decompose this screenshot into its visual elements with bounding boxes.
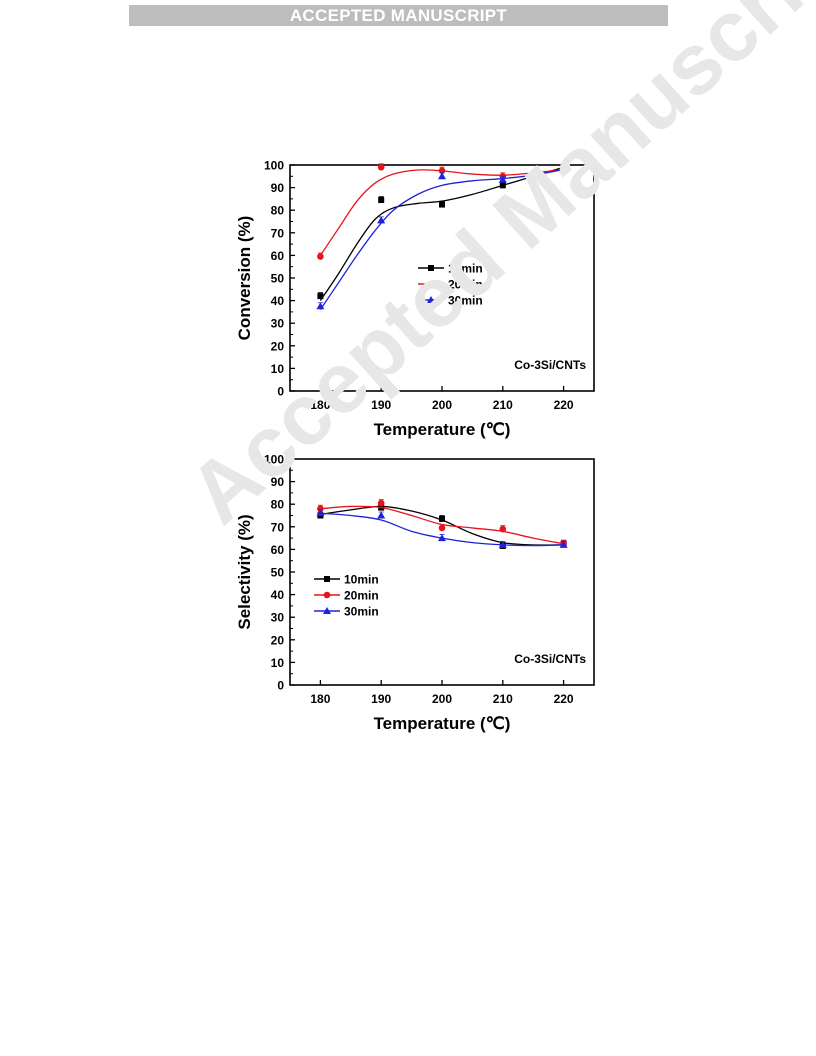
chart1-ytick-label: 30: [271, 317, 285, 331]
chart1-legend-marker: [427, 296, 435, 303]
chart2-xtick-label: 220: [554, 692, 574, 706]
chart1-series-10min-line: [319, 166, 564, 301]
chart2-series-10min-point: [439, 515, 445, 522]
chart1-ytick-label: 0: [277, 385, 284, 399]
chart1-series-20min-point: [438, 167, 446, 174]
chart1-series-20min-point: [377, 163, 385, 171]
chart2-series-30min-point: [498, 540, 507, 548]
chart2-xtick-label: 200: [432, 692, 452, 706]
chart2-series-20min-point: [499, 525, 507, 533]
chart1-series-20min-point: [317, 253, 324, 260]
chart2-ytick-label: 20: [271, 633, 285, 647]
chart1-ylabel: Conversion (%): [235, 216, 254, 341]
accepted-manuscript-banner: ACCEPTED MANUSCRIPT: [129, 5, 668, 26]
chart2-xtick-label: 180: [310, 692, 330, 706]
chart2-legend-label: 10min: [344, 573, 379, 587]
chart2-series-30min-point: [559, 540, 568, 548]
chart1-legend-marker: [427, 280, 435, 288]
chart1-ytick-label: 40: [271, 294, 285, 308]
chart1-ytick-label: 90: [271, 181, 285, 195]
chart2-ytick-label: 70: [271, 520, 285, 534]
chart2-legend-label: 30min: [344, 605, 379, 619]
chart1-xtick-label: 220: [554, 398, 574, 412]
chart2-ytick-label: 30: [271, 611, 285, 625]
selectivity-chart-svg: 0 10 20 30 40 50 60 70 80 90 100 180 190 200 210 220 Tem…: [235, 453, 595, 733]
chart1-legend-label: 30min: [448, 294, 483, 308]
chart1-legend-label: 10min: [448, 262, 483, 276]
chart2-legend-marker: [324, 576, 330, 582]
chart1-series-10min-point: [378, 197, 385, 204]
chart1-series-30min-point: [559, 165, 568, 173]
chart2-ytick-label: 90: [271, 475, 285, 489]
chart2-ytick-label: 60: [271, 543, 285, 557]
chart1-series-30min-line: [319, 168, 564, 311]
chart1-series-30min-point: [438, 172, 446, 180]
chart2-series-30min-point: [377, 511, 386, 519]
chart2-ytick-label: 80: [271, 498, 285, 512]
chart2-ytick-label: 40: [271, 588, 285, 602]
chart1-xtick-label: 190: [371, 398, 391, 412]
chart2-xtick-label: 190: [371, 692, 391, 706]
chart2-series-20min-point: [377, 499, 385, 507]
chart2-series-30min-point: [438, 534, 446, 542]
chart2-ytick-label: 100: [264, 453, 284, 467]
chart1-series-30min-point: [377, 216, 386, 224]
selectivity-chart: 0 10 20 30 40 50 60 70 80 90 100 180 190 200 210 220 Tem…: [222, 449, 602, 734]
chart1-ytick-label: 100: [264, 159, 284, 173]
chart1-xtick-label: 200: [432, 398, 452, 412]
chart2-xlabel: Temperature (℃): [374, 714, 511, 733]
chart2-series-20min-point: [317, 505, 324, 513]
chart2-ytick-label: 50: [271, 566, 285, 580]
chart1-series-10min-point: [499, 182, 506, 189]
chart1-ytick-label: 10: [271, 362, 285, 376]
chart2-plot-frame: [289, 458, 595, 686]
chart1-series-30min-point: [316, 302, 325, 310]
chart1-series-20min-line: [319, 168, 564, 256]
chart2-legend-marker: [323, 607, 331, 614]
chart1-series-10min-point: [317, 293, 324, 300]
chart1-ytick-label: 70: [271, 226, 285, 240]
chart1-ytick-label: 20: [271, 339, 285, 353]
chart1-ytick-label: 60: [271, 249, 285, 263]
conversion-chart-svg: 0 10 20 30 40 50 60 70 80 90 100 180 190 200 210 220 Tem…: [235, 159, 595, 439]
chart1-xtick-label: 210: [493, 398, 513, 412]
chart1-series-30min-point: [498, 175, 507, 183]
chart2-ylabel: Selectivity (%): [235, 514, 254, 629]
chart2-series-20min-point: [438, 524, 446, 532]
chart1-xlabel: Temperature (℃): [374, 420, 511, 439]
chart2-ytick-label: 10: [271, 656, 285, 670]
chart1-legend-marker: [428, 265, 434, 271]
chart2-legend-marker: [323, 591, 331, 599]
conversion-chart: 0 10 20 30 40 50 60 70 80 90 100 180 190 200 210 220 Tem…: [222, 155, 602, 440]
chart2-series-30min-point: [316, 509, 325, 517]
chart2-legend-label: 20min: [344, 589, 379, 603]
chart1-legend-label: 20min: [448, 278, 483, 292]
chart2-xtick-label: 210: [493, 692, 513, 706]
chart2-ytick-label: 0: [277, 679, 284, 693]
chart1-series-10min-point: [439, 201, 445, 208]
chart2-annotation: Co-3Si/CNTs: [514, 652, 586, 666]
chart1-xtick-label: 180: [310, 398, 330, 412]
chart1-ytick-label: 80: [271, 204, 285, 218]
chart1-annotation: Co-3Si/CNTs: [514, 358, 586, 372]
chart1-ytick-label: 50: [271, 272, 285, 286]
